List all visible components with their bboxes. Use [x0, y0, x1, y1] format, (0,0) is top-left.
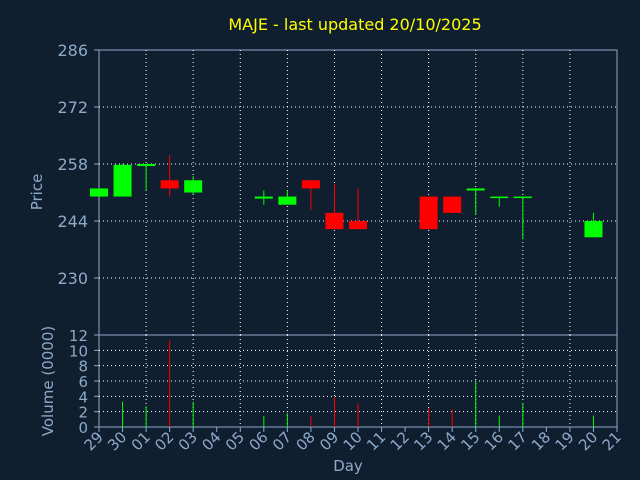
candle-body	[113, 164, 132, 197]
y-tick-label: 10	[69, 342, 88, 360]
candle-body	[325, 212, 344, 230]
candle-body	[137, 164, 156, 167]
candle-body	[443, 196, 462, 213]
candle-body	[160, 180, 179, 189]
candle-body	[278, 196, 297, 205]
y-axis-label: Price	[28, 174, 46, 211]
y-axis-label: Volume (0000)	[39, 326, 57, 436]
y-tick-label: 230	[57, 269, 88, 288]
candle-body	[490, 196, 509, 199]
candle-body	[254, 196, 273, 199]
candle-body	[466, 188, 485, 191]
y-tick-label: 244	[57, 212, 88, 231]
candle-body	[90, 188, 108, 197]
chart-title: MAJE - last updated 20/10/2025	[228, 15, 481, 34]
candle-body	[419, 196, 438, 230]
candle-body	[513, 196, 532, 199]
y-tick-label: 258	[57, 155, 88, 174]
candle-body	[184, 180, 203, 193]
candle-body	[301, 180, 320, 189]
y-tick-label: 12	[69, 327, 88, 345]
y-tick-label: 286	[57, 41, 88, 60]
candle-body	[349, 221, 367, 230]
y-tick-label: 8	[78, 358, 88, 376]
y-tick-label: 272	[57, 98, 88, 117]
y-tick-label: 6	[78, 373, 88, 391]
x-axis-label: Day	[333, 457, 363, 475]
candle-body	[584, 221, 603, 238]
y-tick-label: 0	[78, 419, 88, 437]
y-tick-label: 4	[78, 388, 88, 406]
y-tick-label: 2	[78, 404, 88, 422]
